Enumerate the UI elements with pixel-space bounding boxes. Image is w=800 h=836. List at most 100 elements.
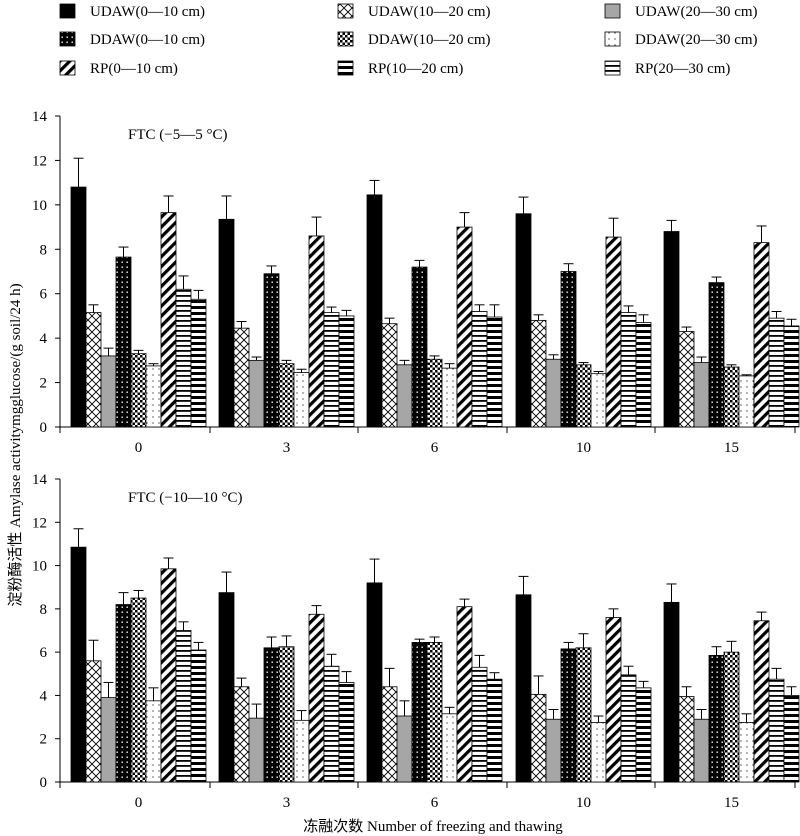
x-tick-label: 15 — [724, 795, 739, 811]
bar-udaw-0-10-cm-cat-0 — [70, 186, 87, 428]
y-tick-label: 12 — [32, 515, 47, 531]
bar-rp-10-20-cm-cat-6 — [486, 316, 503, 428]
bar-udaw-0-10-cm-cat-10 — [515, 213, 532, 428]
bar-udaw-20-30-cm-cat-15 — [693, 362, 710, 428]
legend-swatch-ddaw-0-10-cm — [59, 31, 76, 47]
bar-ddaw-20-30-cm-cat-3 — [293, 719, 310, 783]
bar-rp-10-20-cm-cat-0 — [190, 649, 207, 783]
bar-rp-20-30-cm-cat-10 — [620, 312, 637, 428]
bar-ddaw-10-20-cm-cat-6 — [426, 358, 443, 428]
y-tick-label: 6 — [40, 287, 48, 303]
panel-bottom: 0 2 4 6 8 10 12 14 FTC (−10—10 °C) 0 3 6 10 15 — [32, 472, 800, 811]
panel-label: FTC (−5—5 °C) — [128, 127, 227, 143]
legend-swatch-rp-0-10-cm — [59, 60, 76, 76]
legend-label-udaw-0-10-cm: UDAW(0—10 cm) — [90, 4, 205, 20]
bar-udaw-0-10-cm-cat-0 — [70, 546, 87, 783]
bar-udaw-10-20-cm-cat-6 — [381, 323, 398, 428]
bar-ddaw-10-20-cm-cat-0 — [130, 353, 147, 428]
y-tick-label: 0 — [40, 775, 48, 791]
y-tick-label: 8 — [40, 602, 48, 618]
bar-rp-0-10-cm-cat-3 — [308, 613, 325, 783]
legend-swatch-ddaw-10-20-cm — [337, 31, 354, 47]
bar-rp-20-30-cm-cat-15 — [768, 317, 785, 428]
legend-swatch-rp-20-30-cm — [604, 60, 621, 76]
bar-ddaw-0-10-cm-cat-15 — [708, 654, 725, 783]
bar-udaw-20-30-cm-cat-3 — [248, 717, 265, 783]
legend-label-rp-0-10-cm: RP(0—10 cm) — [90, 61, 178, 77]
bar-ddaw-10-20-cm-cat-3 — [278, 363, 295, 428]
bar-rp-10-20-cm-cat-3 — [338, 315, 355, 428]
x-tick-label: 15 — [724, 440, 739, 456]
bar-udaw-20-30-cm-cat-15 — [693, 718, 710, 783]
y-tick-label: 0 — [40, 420, 48, 436]
bar-ddaw-10-20-cm-cat-3 — [278, 646, 295, 783]
bar-rp-0-10-cm-cat-15 — [753, 242, 770, 428]
legend: UDAW(0—10 cm) UDAW(10—20 cm) UDAW(20—30 cm… — [59, 3, 758, 77]
bar-ddaw-20-30-cm-cat-0 — [145, 365, 162, 428]
bar-udaw-0-10-cm-cat-15 — [663, 601, 680, 783]
legend-swatch-rp-10-20-cm — [337, 60, 354, 76]
bar-ddaw-0-10-cm-cat-3 — [263, 647, 280, 783]
legend-swatch-ddaw-20-30-cm — [604, 31, 621, 47]
bar-udaw-10-20-cm-cat-3 — [233, 686, 250, 783]
bar-rp-0-10-cm-cat-10 — [605, 236, 622, 428]
x-tick-label: 6 — [431, 440, 439, 456]
bar-ddaw-10-20-cm-cat-0 — [130, 597, 147, 783]
bar-ddaw-0-10-cm-cat-6 — [411, 266, 428, 428]
bar-ddaw-20-30-cm-cat-0 — [145, 700, 162, 783]
bar-rp-10-20-cm-cat-10 — [635, 322, 652, 428]
bar-rp-20-30-cm-cat-0 — [175, 288, 192, 428]
y-tick-label: 4 — [40, 331, 48, 347]
bar-udaw-10-20-cm-cat-6 — [381, 686, 398, 783]
legend-label-rp-20-30-cm: RP(20—30 cm) — [635, 61, 730, 77]
bar-udaw-0-10-cm-cat-6 — [366, 194, 383, 428]
bar-udaw-20-30-cm-cat-3 — [248, 359, 265, 428]
y-tick-label: 14 — [32, 472, 48, 488]
bar-rp-10-20-cm-cat-3 — [338, 682, 355, 783]
y-tick-label: 8 — [40, 242, 48, 258]
bar-rp-20-30-cm-cat-0 — [175, 630, 192, 783]
bar-rp-10-20-cm-cat-15 — [783, 695, 800, 783]
legend-swatch-udaw-0-10-cm — [59, 3, 76, 19]
x-axis-label: 冻融次数 Number of freezing and thawing — [303, 817, 563, 835]
bar-udaw-10-20-cm-cat-15 — [678, 696, 695, 783]
x-tick-label: 6 — [431, 795, 439, 811]
y-tick-label: 12 — [32, 153, 47, 169]
legend-swatch-udaw-10-20-cm — [337, 3, 354, 19]
y-tick-label: 6 — [40, 645, 48, 661]
bar-ddaw-0-10-cm-cat-10 — [560, 648, 577, 783]
bar-udaw-0-10-cm-cat-3 — [218, 218, 235, 428]
y-tick-label: 10 — [32, 198, 47, 214]
bar-udaw-10-20-cm-cat-10 — [530, 693, 547, 783]
y-tick-label: 14 — [32, 109, 48, 125]
x-tick-label: 3 — [283, 795, 291, 811]
y-tick-label: 10 — [32, 559, 47, 575]
bar-udaw-20-30-cm-cat-6 — [396, 715, 413, 783]
x-tick-label: 3 — [283, 440, 291, 456]
bar-ddaw-10-20-cm-cat-15 — [723, 651, 740, 783]
bar-udaw-10-20-cm-cat-10 — [530, 319, 547, 428]
bar-rp-0-10-cm-cat-6 — [456, 606, 473, 783]
bar-ddaw-20-30-cm-cat-6 — [441, 367, 458, 428]
bar-rp-0-10-cm-cat-15 — [753, 620, 770, 783]
bar-rp-0-10-cm-cat-6 — [456, 226, 473, 428]
bar-ddaw-10-20-cm-cat-15 — [723, 366, 740, 428]
bar-ddaw-20-30-cm-cat-10 — [590, 722, 607, 783]
y-axis-label: 淀粉酶活性 Amylase activitymgglucose/(g soil/… — [7, 283, 24, 606]
legend-label-ddaw-10-20-cm: DDAW(10—20 cm) — [368, 32, 491, 48]
bar-udaw-0-10-cm-cat-10 — [515, 594, 532, 783]
bar-rp-20-30-cm-cat-6 — [471, 666, 488, 783]
bar-ddaw-10-20-cm-cat-10 — [575, 647, 592, 783]
bar-ddaw-20-30-cm-cat-10 — [590, 373, 607, 428]
x-tick-label: 0 — [135, 795, 143, 811]
bar-udaw-20-30-cm-cat-6 — [396, 364, 413, 428]
bar-udaw-10-20-cm-cat-0 — [85, 312, 102, 428]
bar-udaw-20-30-cm-cat-0 — [100, 355, 117, 428]
bar-ddaw-0-10-cm-cat-15 — [708, 282, 725, 428]
y-tick-label: 4 — [40, 688, 48, 704]
bar-ddaw-20-30-cm-cat-15 — [738, 375, 755, 428]
bar-ddaw-0-10-cm-cat-3 — [263, 273, 280, 428]
bar-udaw-10-20-cm-cat-3 — [233, 327, 250, 428]
bar-ddaw-10-20-cm-cat-10 — [575, 364, 592, 428]
bar-udaw-20-30-cm-cat-10 — [545, 358, 562, 428]
